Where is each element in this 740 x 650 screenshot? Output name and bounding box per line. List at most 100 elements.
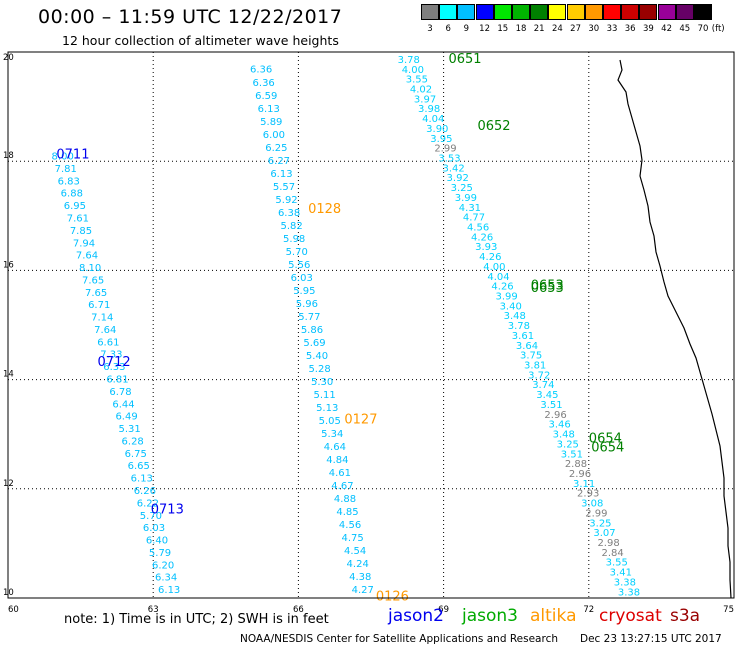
color-scale-swatch: [512, 4, 530, 20]
wave-height-value: 7.64: [76, 251, 98, 262]
wave-height-value: 4.27: [352, 585, 374, 596]
wave-height-value: 6.33: [103, 362, 125, 373]
wave-height-value: 2.98: [597, 538, 619, 549]
wave-height-value: 3.48: [504, 311, 526, 322]
wave-height-value: 5.77: [298, 312, 320, 323]
wave-height-value: 3.25: [451, 183, 473, 194]
wave-height-value: 5.96: [296, 299, 318, 310]
data-labels: 8.007.816.836.886.957.617.857.947.648.10…: [52, 52, 641, 605]
wave-height-value: 4.75: [341, 533, 363, 544]
wave-height-value: 3.78: [398, 55, 420, 66]
wave-height-value: 7.94: [73, 238, 95, 249]
wave-height-value: 6.28: [122, 436, 144, 447]
wave-height-value: 6.36: [253, 78, 275, 89]
wave-height-value: 6.36: [250, 65, 272, 76]
coastline-path: [617, 59, 732, 599]
wave-height-value: 4.38: [349, 572, 371, 583]
wave-height-value: 4.84: [326, 455, 348, 466]
x-tick-label: 63: [148, 605, 159, 615]
wave-height-value: 6.83: [58, 176, 80, 187]
color-scale-swatch: [421, 4, 439, 20]
wave-height-value: 5.89: [260, 117, 282, 128]
color-scale-swatch: [639, 4, 658, 20]
wave-height-value: 6.88: [61, 189, 83, 200]
color-scale-label: 21: [533, 24, 545, 34]
wave-height-value: 6.61: [97, 337, 119, 348]
wave-height-value: 5.82: [280, 221, 302, 232]
wave-height-value: 4.77: [463, 213, 485, 224]
wave-height-value: 6.03: [291, 273, 313, 284]
pass-time-label: 0711: [56, 147, 89, 162]
pass-time-label: 0654: [589, 431, 622, 446]
wave-height-value: 6.13: [270, 169, 292, 180]
color-scale-swatch: [530, 4, 549, 20]
wave-height-value: 4.88: [334, 494, 356, 505]
wave-height-value: 4.26: [491, 282, 513, 293]
wave-height-value: 3.45: [536, 390, 558, 401]
color-scale-swatch: [566, 4, 585, 20]
pass-time-label: 0651: [448, 52, 481, 67]
wave-height-value: 5.95: [293, 286, 315, 297]
wave-height-value: 7.85: [70, 226, 92, 237]
wave-height-value: 3.51: [561, 449, 583, 460]
wave-height-value: 3.40: [500, 301, 522, 312]
wave-height-value: 6.25: [265, 143, 287, 154]
wave-height-value: 7.64: [94, 325, 116, 336]
wave-height-value: 5.69: [303, 338, 325, 349]
wave-height-value: 3.53: [438, 154, 460, 165]
color-scale-label: 70: [697, 24, 709, 34]
color-scale-swatch: [475, 4, 494, 20]
wave-height-value: 6.78: [109, 387, 131, 398]
wave-height-value: 3.64: [516, 341, 538, 352]
wave-height-value: 6.20: [152, 560, 174, 571]
wave-height-value: 5.31: [118, 424, 140, 435]
wave-height-value: 3.11: [573, 479, 595, 490]
legend-altika: altika: [530, 606, 577, 626]
wave-height-value: 4.64: [324, 442, 346, 453]
wave-height-value: 5.98: [283, 234, 305, 245]
wave-height-value: 6.03: [143, 523, 165, 534]
wave-height-value: 3.98: [418, 104, 440, 115]
wave-height-value: 6.49: [115, 412, 137, 423]
wave-height-value: 5.92: [275, 195, 297, 206]
color-scale-label: 30: [588, 24, 600, 34]
wave-height-value: 6.59: [255, 91, 277, 102]
wave-height-value: 5.86: [301, 325, 323, 336]
color-scale-swatch: [603, 4, 621, 20]
pass-time-label: 0126: [376, 590, 409, 605]
color-scale-swatch: [493, 4, 512, 20]
wave-height-value: 7.61: [67, 213, 89, 224]
wave-height-value: 4.54: [344, 546, 366, 557]
wave-height-value: 6.22: [137, 498, 159, 509]
wave-height-value: 3.55: [406, 75, 428, 86]
wave-height-value: 3.81: [524, 361, 546, 372]
legend-s3a: s3a: [670, 606, 701, 626]
wave-height-value: 6.81: [106, 375, 128, 386]
color-scale-label: 3: [427, 24, 433, 34]
pass-time-label: 0653: [531, 279, 564, 294]
color-scale-label: 15: [497, 24, 509, 34]
color-scale-swatch: [621, 4, 640, 20]
wave-height-value: 6.34: [155, 573, 177, 584]
wave-height-value: 6.13: [158, 585, 180, 596]
wave-height-value: 8.10: [79, 263, 101, 274]
color-scale-label: 42: [661, 24, 672, 34]
wave-height-value: 6.26: [134, 486, 156, 497]
color-scale-label: 6: [445, 24, 451, 34]
x-tick-label: 69: [438, 605, 449, 615]
x-tick-label: 75: [723, 605, 734, 615]
pass-time-label: 0127: [344, 412, 377, 427]
wave-height-value: 4.26: [471, 232, 493, 243]
wave-height-value: 7.65: [82, 275, 104, 286]
wave-height-value: 5.28: [308, 364, 330, 375]
wave-height-value: 6.44: [112, 399, 134, 410]
wave-height-value: 3.61: [512, 331, 534, 342]
wave-height-value: 2.84: [602, 548, 624, 559]
pass-time-label: 0654: [591, 441, 624, 456]
wave-height-value: 3.48: [553, 430, 575, 441]
page-title: 00:00 – 11:59 UTC 12/22/2017: [38, 6, 343, 28]
wave-height-value: 3.99: [455, 193, 477, 204]
wave-height-value: 5.34: [321, 429, 343, 440]
color-scale-swatch: [457, 4, 476, 20]
